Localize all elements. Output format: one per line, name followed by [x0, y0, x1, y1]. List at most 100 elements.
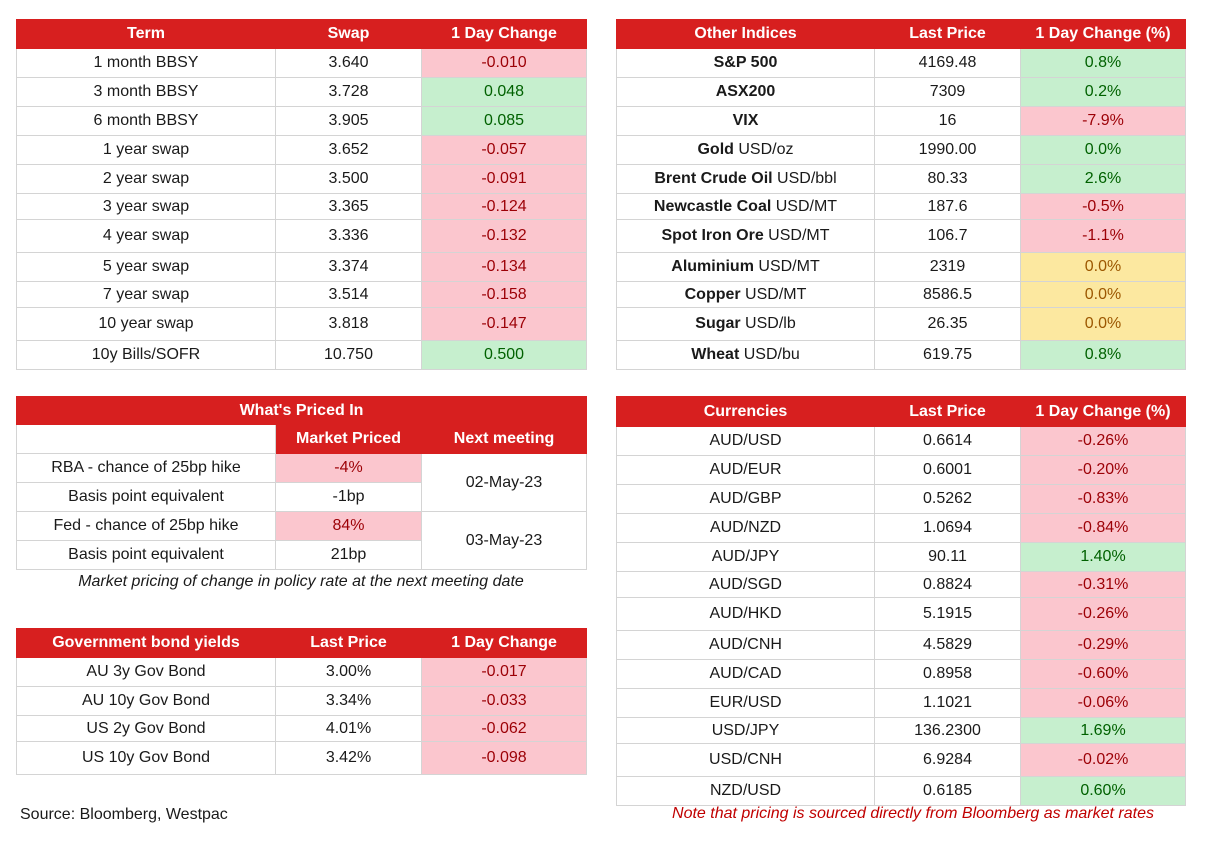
- table-row: 2 year swap 3.500 -0.091: [16, 164, 587, 194]
- table-row: US 2y Gov Bond 4.01% -0.062: [16, 715, 587, 742]
- priced-in-table: What's Priced In Market Priced Next meet…: [16, 396, 587, 570]
- table-row: ASX200 7309 0.2%: [616, 77, 1186, 107]
- term-cell: 3 month BBSY: [16, 77, 276, 107]
- term-cell: 1 month BBSY: [16, 48, 276, 78]
- price-cell: 0.8824: [874, 571, 1021, 598]
- table-row: 1 year swap 3.652 -0.057: [16, 135, 587, 165]
- table-row: 6 month BBSY 3.905 0.085: [16, 106, 587, 136]
- change-cell: 1.69%: [1020, 717, 1186, 744]
- price-cell: 26.35: [874, 307, 1021, 341]
- index-name-cell: Brent Crude Oil USD/bbl: [616, 164, 875, 194]
- table-row: NZD/USD 0.6185 0.60%: [616, 776, 1186, 806]
- pair-cell: AUD/GBP: [616, 484, 875, 514]
- index-name: ASX200: [715, 83, 776, 100]
- swap-cell: 3.336: [275, 219, 422, 253]
- price-cell: 187.6: [874, 193, 1021, 220]
- price-cell: 106.7: [874, 219, 1021, 253]
- header-market-priced: Market Priced: [275, 424, 422, 454]
- index-name-cell: Copper USD/MT: [616, 281, 875, 308]
- header-term: Term: [16, 19, 276, 49]
- bond-name: AU 10y Gov Bond: [16, 686, 276, 716]
- term-cell: 2 year swap: [16, 164, 276, 194]
- change-cell: 0.60%: [1020, 776, 1186, 806]
- index-unit: USD/bbl: [772, 170, 837, 187]
- pair-cell: EUR/USD: [616, 688, 875, 718]
- price-cell: 8586.5: [874, 281, 1021, 308]
- pair-cell: AUD/USD: [616, 426, 875, 456]
- priced-in-note: Market pricing of change in policy rate …: [78, 573, 524, 590]
- table-row: AU 10y Gov Bond 3.34% -0.033: [16, 686, 587, 716]
- table-row: S&P 500 4169.48 0.8%: [616, 48, 1186, 78]
- table-row: 7 year swap 3.514 -0.158: [16, 281, 587, 308]
- term-cell: 7 year swap: [16, 281, 276, 308]
- swap-cell: 3.500: [275, 164, 422, 194]
- price-cell: 90.11: [874, 542, 1021, 572]
- change-cell: -0.033: [421, 686, 587, 716]
- change-cell: -1.1%: [1020, 219, 1186, 253]
- priced-label: Basis point equivalent: [16, 482, 276, 512]
- price-cell: 136.2300: [874, 717, 1021, 744]
- swap-cell: 3.374: [275, 252, 422, 282]
- table-row: 1 month BBSY 3.640 -0.010: [16, 48, 587, 78]
- change-cell: 0.500: [421, 340, 587, 370]
- meeting-date: 02-May-23: [421, 453, 587, 512]
- index-name-cell: Sugar USD/lb: [616, 307, 875, 341]
- header-last-price: Last Price: [874, 19, 1021, 49]
- change-cell: -0.02%: [1020, 743, 1186, 777]
- header-next-meeting: Next meeting: [421, 424, 587, 454]
- index-unit: USD/bu: [739, 346, 800, 363]
- term-cell: 1 year swap: [16, 135, 276, 165]
- table-row: AUD/GBP 0.5262 -0.83%: [616, 484, 1186, 514]
- priced-value: 84%: [275, 511, 422, 541]
- table-row: Wheat USD/bu 619.75 0.8%: [616, 340, 1186, 370]
- price-cell: 3.42%: [275, 741, 422, 775]
- table-row: USD/JPY 136.2300 1.69%: [616, 717, 1186, 744]
- header-swap: Swap: [275, 19, 422, 49]
- bond-name: US 10y Gov Bond: [16, 741, 276, 775]
- term-cell: 5 year swap: [16, 252, 276, 282]
- table-row: 10y Bills/SOFR 10.750 0.500: [16, 340, 587, 370]
- table-row: Fed - chance of 25bp hike 84% 03-May-23: [16, 511, 587, 570]
- swap-cell: 3.728: [275, 77, 422, 107]
- index-unit: USD/MT: [763, 227, 830, 244]
- header-index: Other Indices: [616, 19, 875, 49]
- header-change: 1 Day Change: [421, 628, 587, 658]
- price-cell: 7309: [874, 77, 1021, 107]
- term-cell: 10 year swap: [16, 307, 276, 341]
- change-cell: 0.048: [421, 77, 587, 107]
- term-cell: 10y Bills/SOFR: [16, 340, 276, 370]
- index-name-cell: VIX: [616, 106, 875, 136]
- change-cell: -0.31%: [1020, 571, 1186, 598]
- priced-label: Basis point equivalent: [16, 540, 276, 570]
- change-cell: 0.8%: [1020, 340, 1186, 370]
- index-name: Newcastle Coal: [653, 197, 772, 215]
- change-cell: -0.017: [421, 657, 587, 687]
- index-unit: USD/lb: [740, 315, 796, 332]
- price-cell: 0.6001: [874, 455, 1021, 485]
- pair-cell: NZD/USD: [616, 776, 875, 806]
- table-row: AUD/USD 0.6614 -0.26%: [616, 426, 1186, 456]
- change-cell: 0.8%: [1020, 48, 1186, 78]
- price-cell: 4169.48: [874, 48, 1021, 78]
- bond-name: US 2y Gov Bond: [16, 715, 276, 742]
- price-cell: 4.5829: [874, 630, 1021, 660]
- disclaimer-note: Note that pricing is sourced directly fr…: [672, 805, 1154, 822]
- change-cell: -0.091: [421, 164, 587, 194]
- change-cell: -0.60%: [1020, 659, 1186, 689]
- change-cell: -0.06%: [1020, 688, 1186, 718]
- indices-table: Other Indices Last Price 1 Day Change (%…: [616, 19, 1186, 370]
- term-cell: 3 year swap: [16, 193, 276, 220]
- index-name-cell: Wheat USD/bu: [616, 340, 875, 370]
- change-cell: -0.5%: [1020, 193, 1186, 220]
- change-cell: -0.158: [421, 281, 587, 308]
- table-row: 3 year swap 3.365 -0.124: [16, 193, 587, 220]
- price-cell: 619.75: [874, 340, 1021, 370]
- index-name: VIX: [732, 112, 759, 129]
- bond-name: AU 3y Gov Bond: [16, 657, 276, 687]
- bond-yields-table: Government bond yields Last Price 1 Day …: [16, 628, 587, 775]
- index-name: Wheat: [691, 346, 740, 363]
- price-cell: 1990.00: [874, 135, 1021, 165]
- change-cell: -0.20%: [1020, 455, 1186, 485]
- table-row: Brent Crude Oil USD/bbl 80.33 2.6%: [616, 164, 1186, 194]
- change-cell: 2.6%: [1020, 164, 1186, 194]
